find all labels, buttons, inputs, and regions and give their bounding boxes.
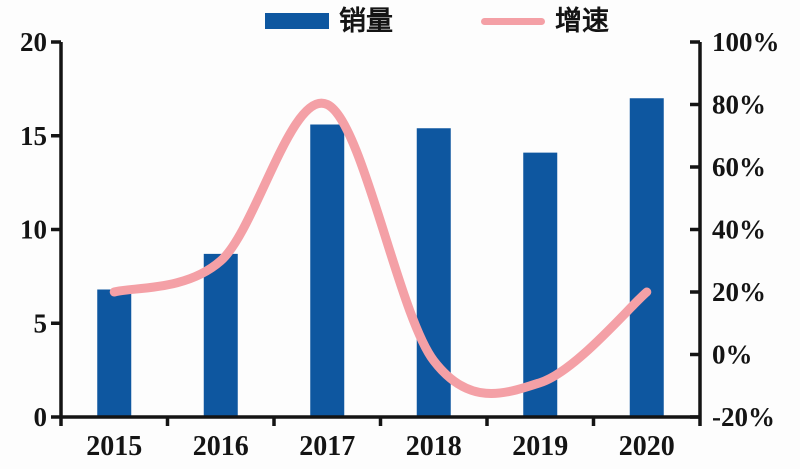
x-axis-label-2015: 2015 [86, 431, 142, 462]
sales-bar-swatch-icon [265, 13, 329, 29]
x-axis-label-2017: 2017 [299, 431, 355, 462]
x-axis-label-2020: 2020 [619, 431, 675, 462]
growth-line-swatch-icon [481, 17, 545, 25]
right-axis-tick-label: 20% [712, 277, 766, 307]
x-axis-label-2016: 2016 [193, 431, 249, 462]
legend-item-growth: 增速 [481, 6, 609, 36]
x-axis-label-2019: 2019 [512, 431, 568, 462]
x-axis-label-2018: 2018 [406, 431, 462, 462]
left-axis-tick-label: 10 [20, 215, 47, 245]
growth-line [109, 98, 652, 398]
legend-label-growth: 增速 [555, 6, 609, 36]
bar-2016[interactable] [203, 253, 238, 417]
right-axis-tick-label: 100% [712, 27, 780, 57]
right-axis-tick-label: 40% [712, 215, 766, 245]
legend-label-sales: 销量 [339, 6, 393, 36]
bar-2015[interactable] [97, 289, 132, 418]
bar-2017[interactable] [310, 124, 345, 418]
left-axis-tick-label: 5 [34, 308, 48, 338]
right-axis-tick-label: 60% [712, 152, 766, 182]
legend-item-sales: 销量 [265, 6, 393, 36]
legend: 销量 增速 [37, 6, 800, 36]
right-axis-tick-label: 0% [712, 340, 753, 370]
left-axis-tick-label: 0 [34, 402, 48, 432]
left-axis-tick-label: 20 [20, 27, 47, 57]
bar-2020[interactable] [629, 98, 664, 417]
right-axis-tick-label: 80% [712, 90, 766, 120]
right-axis-tick-label: -20% [712, 402, 775, 432]
left-axis-tick-label: 15 [20, 121, 47, 151]
